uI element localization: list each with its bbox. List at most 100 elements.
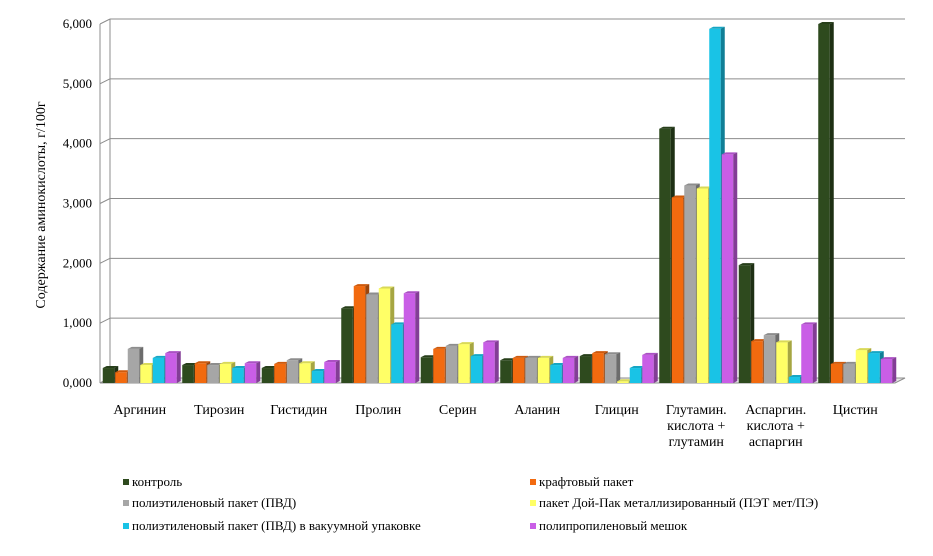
- bar-top: [483, 340, 499, 343]
- bar: [721, 152, 738, 383]
- y-tick-label: 1,000: [63, 315, 92, 330]
- gridline-depth: [99, 198, 111, 204]
- bar-face: [738, 265, 751, 383]
- legend-item: полиэтиленовый пакет (ПВД): [123, 495, 296, 510]
- bar-face: [684, 185, 696, 383]
- bar-top: [776, 340, 792, 343]
- bar-face: [152, 357, 165, 383]
- x-category-label-line: Глицин: [595, 403, 640, 418]
- bar-top: [579, 354, 596, 357]
- legend-item: пакет Дой-Пак металлизированный (ПЭТ мет…: [530, 495, 818, 510]
- bar-face: [127, 348, 140, 383]
- bar-face: [324, 362, 336, 383]
- bar-top: [420, 355, 437, 358]
- legend: контроль крафтовый пакет полиэтиленовый па…: [123, 474, 818, 533]
- bar-side: [494, 340, 499, 383]
- bar: [562, 355, 579, 383]
- legend-label: полиэтиленовый пакет (ПВД) в вакуумной у…: [132, 518, 421, 533]
- bar-face: [592, 353, 604, 383]
- bar-top: [140, 363, 156, 366]
- bar-top: [286, 358, 303, 361]
- bar-face: [433, 348, 445, 383]
- bar-face: [274, 363, 286, 383]
- bar-top: [311, 369, 328, 372]
- bar-face: [579, 356, 592, 383]
- bar-side: [787, 340, 792, 383]
- bar-face: [353, 286, 366, 383]
- bar-face: [512, 357, 525, 383]
- x-category-label-line: Цистин: [833, 403, 878, 418]
- bar-top: [751, 339, 767, 342]
- x-category-label: Глицин: [595, 403, 640, 418]
- gridline-depth: [99, 257, 111, 264]
- bar-top: [855, 348, 872, 351]
- bar-top: [659, 126, 675, 129]
- bar-face: [483, 342, 495, 383]
- bar-face: [219, 363, 232, 383]
- bar-face: [604, 354, 617, 383]
- bar-top: [274, 361, 290, 364]
- bar-top: [562, 355, 579, 358]
- bar-face: [751, 341, 763, 383]
- bar-side: [733, 152, 738, 383]
- bar-top: [696, 186, 713, 189]
- bars: [102, 22, 897, 383]
- legend-label: полиэтиленовый пакет (ПВД): [132, 495, 296, 510]
- bar-top: [684, 183, 700, 186]
- legend-item: крафтовый пакет: [530, 474, 634, 489]
- bar-top: [629, 366, 646, 369]
- bar-face: [470, 356, 483, 383]
- x-category-label: Аланин: [514, 403, 560, 418]
- x-category-label-line: Глутамин.: [666, 403, 727, 418]
- bar-top: [671, 195, 688, 198]
- x-category-label: Аргинин: [113, 403, 166, 418]
- bar-face: [299, 363, 311, 383]
- bar-side: [812, 322, 817, 383]
- bar-face: [194, 363, 207, 383]
- bar-face: [671, 197, 684, 383]
- x-axis-categories: Аргинин Тирозин Гистидин Пролин Серин Аланин Г…: [113, 403, 878, 450]
- x-category-label: Аспаргин. кислота + аспаргин: [745, 403, 806, 450]
- bar-top: [801, 322, 817, 325]
- bar-face: [102, 368, 115, 383]
- gridlines: [99, 18, 905, 384]
- bar-face: [286, 360, 299, 383]
- bar: [801, 322, 817, 383]
- legend-swatch: [530, 479, 536, 485]
- y-tick-label: 6,000: [63, 16, 92, 31]
- bar-top: [763, 333, 780, 336]
- x-category-label-line: Тирозин: [194, 403, 245, 418]
- x-category-label: Гистидин: [270, 403, 327, 418]
- bar-face: [391, 324, 403, 383]
- legend-item: полипропиленовый мешок: [530, 518, 688, 533]
- bar-top: [617, 379, 633, 382]
- bar-top: [366, 292, 382, 295]
- x-category-label-line: Аргинин: [113, 403, 166, 418]
- y-axis-title: Содержание аминокислоты, г/100г: [34, 101, 49, 308]
- legend-swatch: [530, 500, 536, 506]
- bar-top: [880, 357, 897, 360]
- bar-face: [696, 188, 709, 383]
- bar-top: [738, 263, 755, 266]
- bar-top: [182, 363, 198, 366]
- legend-item: полиэтиленовый пакет (ПВД) в вакуумной у…: [123, 518, 421, 533]
- y-tick-label: 2,000: [63, 255, 92, 270]
- bar-top: [445, 343, 462, 346]
- x-category-label-line: аспаргин: [749, 435, 803, 450]
- bar-top: [843, 361, 859, 364]
- y-tick-label: 0,000: [63, 375, 92, 390]
- bar-side: [574, 355, 579, 383]
- bar-face: [659, 128, 671, 383]
- bar-face: [311, 371, 324, 383]
- x-category-label: Цистин: [833, 403, 878, 418]
- x-category-label: Тирозин: [194, 403, 245, 418]
- y-tick-label: 3,000: [63, 196, 92, 211]
- bar-face: [140, 365, 152, 383]
- gridline-depth: [99, 78, 111, 85]
- bar-top: [102, 366, 119, 369]
- bar-top: [642, 352, 658, 355]
- x-category-label-line: Аспаргин.: [745, 403, 806, 418]
- x-category-label-line: кислота +: [667, 419, 725, 434]
